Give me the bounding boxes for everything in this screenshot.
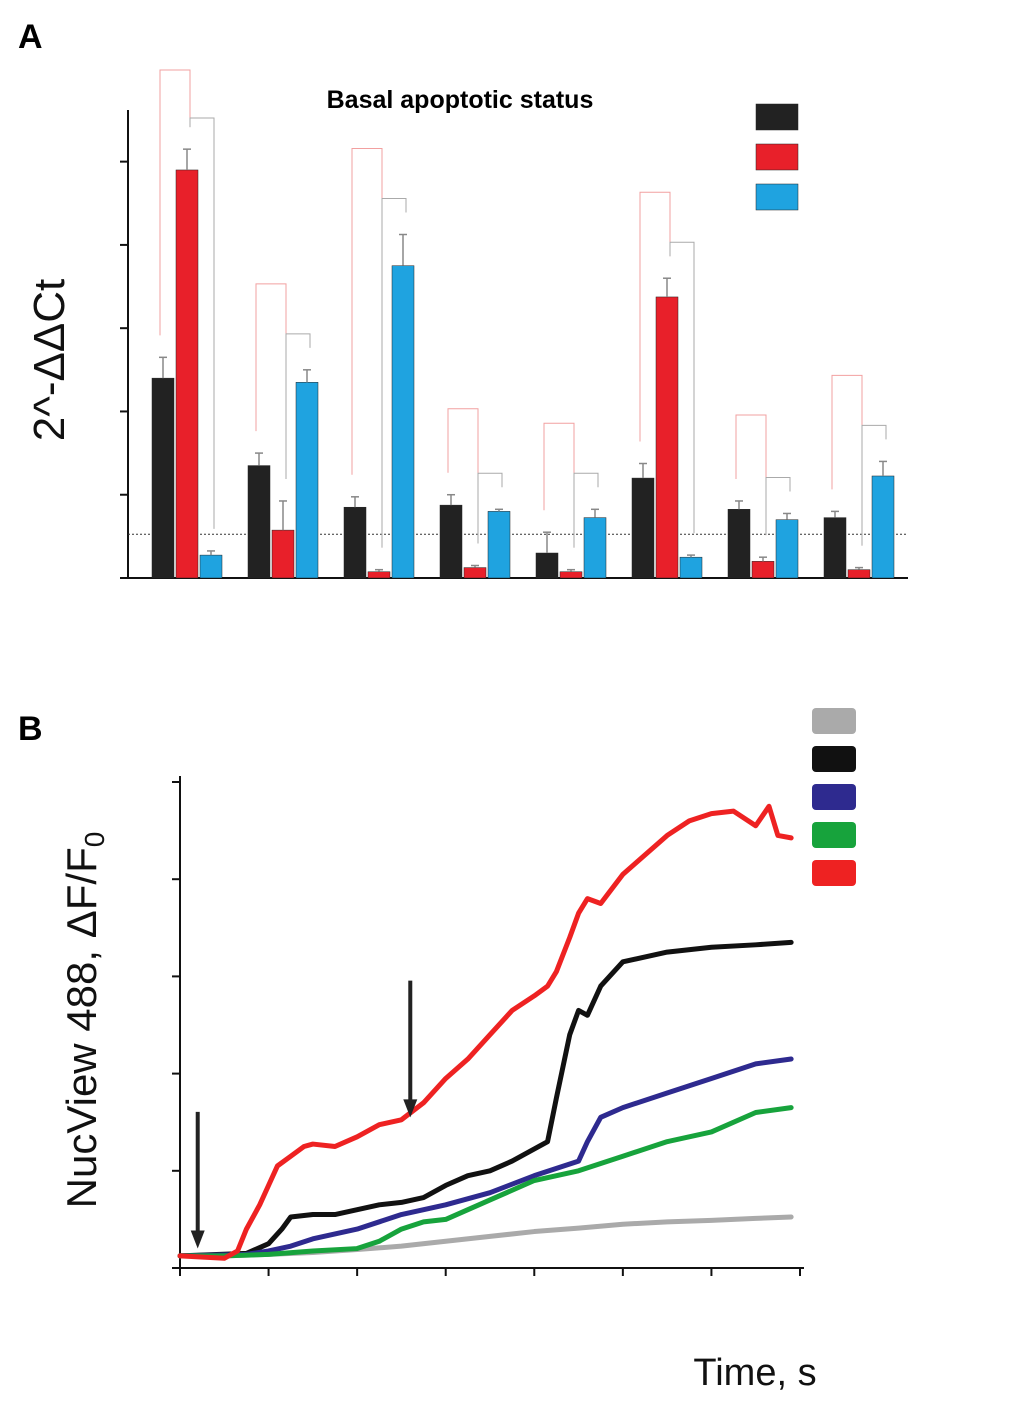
comparison-bracket-gray: [285, 333, 311, 479]
comparison-bracket-red: [735, 414, 767, 536]
chart-b-ylabel: NucView 488, ΔF/F0: [58, 832, 110, 1209]
chart-a-legend: [755, 103, 799, 211]
bar: [439, 504, 463, 579]
legend-swatch: [812, 708, 856, 734]
comparison-bracket-red: [639, 191, 671, 442]
legend-swatch: [812, 860, 856, 886]
comparison-bracket-red: [543, 422, 575, 548]
comparison-bracket-gray: [669, 241, 695, 534]
bar: [535, 552, 559, 579]
legend-swatch: [755, 103, 799, 131]
bar: [823, 517, 847, 579]
bar: [295, 382, 319, 579]
chart-a-title: Basal apoptotic status: [327, 86, 594, 114]
panel-a-letter: A: [18, 18, 43, 56]
bar: [751, 561, 775, 579]
legend-swatch: [812, 784, 856, 810]
bar: [391, 265, 415, 579]
comparison-bracket-gray: [189, 117, 215, 529]
comparison-bracket-gray: [381, 198, 407, 548]
series-line: [177, 803, 794, 1261]
bar: [175, 169, 199, 579]
bar: [871, 475, 895, 579]
legend-swatch: [812, 746, 856, 772]
comparison-bracket-gray: [573, 472, 599, 548]
chart-b-plot: [172, 776, 804, 1276]
chart-b-xlabel: Time, s: [693, 1352, 816, 1394]
comparison-bracket-red: [159, 69, 191, 336]
comparison-bracket-red: [351, 148, 383, 548]
series-line: [177, 939, 794, 1259]
bar: [679, 556, 703, 579]
bar: [343, 506, 367, 579]
bar: [631, 477, 655, 579]
legend-swatch: [755, 143, 799, 171]
legend-swatch: [812, 822, 856, 848]
bar: [247, 465, 271, 579]
bar: [271, 529, 295, 579]
comparison-bracket-gray: [477, 472, 503, 544]
bar: [847, 569, 871, 579]
bar: [151, 377, 175, 579]
series-line: [177, 1105, 794, 1259]
comparison-bracket-gray: [861, 424, 887, 546]
panel-b-letter: B: [18, 710, 43, 748]
bar: [199, 554, 223, 579]
bar: [583, 517, 607, 579]
bar: [559, 571, 583, 579]
bar: [487, 511, 511, 579]
event-arrow-head: [403, 1099, 418, 1118]
comparison-bracket-red: [255, 283, 287, 479]
bar: [463, 567, 487, 579]
chart-a-ylabel: 2^-ΔΔCt: [25, 279, 74, 442]
comparison-bracket-gray: [765, 476, 791, 536]
legend-swatch: [755, 183, 799, 211]
bar: [367, 571, 391, 579]
chart-b-legend: [812, 708, 856, 886]
bar: [775, 519, 799, 579]
series-line: [177, 1056, 794, 1259]
chart-a-plot: [120, 69, 908, 579]
event-arrow-head: [190, 1230, 205, 1249]
bar: [727, 509, 751, 579]
bar: [655, 296, 679, 579]
